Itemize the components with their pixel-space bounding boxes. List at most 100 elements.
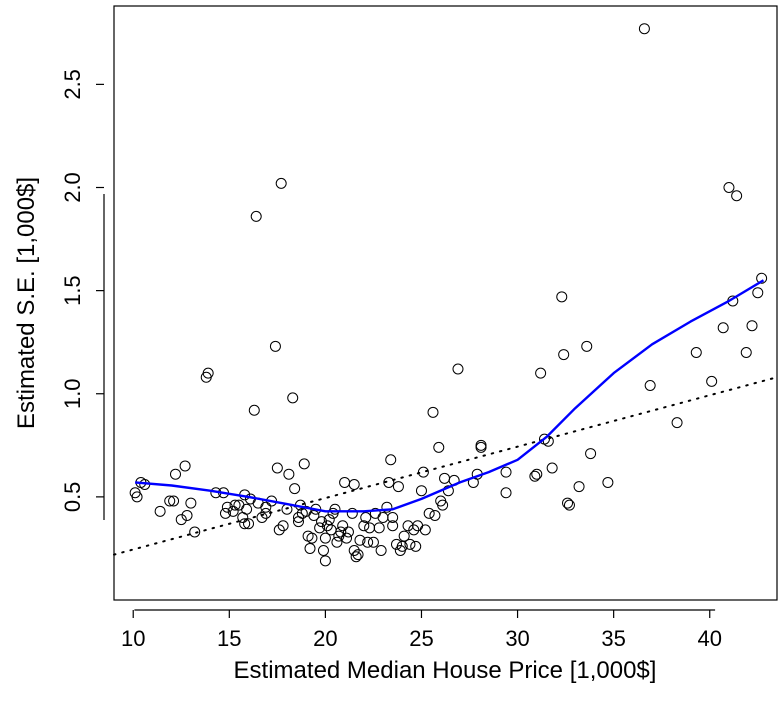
data-point	[269, 340, 281, 352]
data-point	[375, 545, 387, 556]
y-tick-label: 1.0	[60, 378, 85, 409]
data-point	[350, 551, 362, 563]
data-point	[289, 483, 301, 495]
data-point	[273, 524, 285, 536]
data-point	[260, 501, 272, 513]
y-axis-title: Estimated S.E. [1,000$]	[13, 177, 40, 429]
data-point	[390, 538, 402, 550]
data-points-layer	[129, 23, 768, 567]
data-point	[419, 524, 431, 536]
data-point	[381, 501, 393, 513]
data-point	[306, 532, 318, 544]
data-point	[500, 487, 512, 499]
data-point	[410, 540, 422, 552]
data-point	[323, 514, 335, 526]
data-point	[360, 512, 372, 523]
data-point	[398, 530, 410, 542]
data-point	[562, 497, 574, 509]
x-tick-label: 30	[505, 626, 529, 651]
data-point	[475, 441, 487, 453]
data-point	[423, 507, 435, 519]
data-point	[563, 499, 575, 511]
data-point	[740, 347, 752, 358]
data-point	[387, 520, 399, 532]
data-point	[383, 476, 395, 488]
data-point	[175, 514, 187, 526]
data-point	[314, 522, 326, 534]
data-point	[319, 532, 331, 544]
data-point	[723, 182, 735, 193]
data-point	[387, 512, 399, 523]
data-point	[341, 532, 353, 544]
data-point	[717, 322, 729, 334]
data-point	[348, 479, 360, 490]
data-point	[364, 522, 376, 534]
data-point	[427, 406, 439, 418]
y-tick-label: 2.0	[60, 172, 85, 203]
data-point	[260, 507, 272, 519]
data-point	[179, 460, 191, 472]
data-point	[354, 534, 366, 546]
data-point	[221, 501, 233, 513]
data-point	[408, 524, 420, 536]
data-point	[500, 466, 512, 478]
data-point	[558, 349, 570, 361]
data-point	[189, 526, 201, 538]
data-point	[256, 512, 268, 523]
data-point	[342, 526, 354, 538]
data-point	[573, 481, 585, 493]
data-point	[229, 499, 241, 511]
data-point	[581, 340, 593, 352]
data-point	[373, 522, 385, 534]
data-point	[756, 272, 768, 284]
smooth-fit-line	[134, 279, 765, 513]
x-axis: 10 15 20 25 30 35 40	[121, 609, 722, 651]
smooth-fit-line-layer	[134, 279, 765, 513]
data-point	[248, 404, 260, 416]
y-tick-label: 0.5	[60, 482, 85, 513]
data-point	[638, 23, 650, 35]
data-point	[404, 538, 416, 550]
dotted-reference-line	[113, 376, 778, 556]
data-point	[319, 555, 331, 567]
data-point	[275, 177, 287, 189]
data-point	[377, 512, 389, 523]
data-point	[358, 520, 370, 532]
data-point	[752, 287, 764, 299]
data-point	[164, 495, 176, 507]
data-point	[367, 536, 379, 548]
data-point	[546, 462, 558, 474]
data-point	[239, 518, 251, 530]
data-point	[346, 507, 358, 519]
data-point	[339, 476, 351, 488]
x-tick-label: 40	[697, 626, 721, 651]
data-point	[475, 439, 487, 451]
data-point	[250, 210, 262, 222]
data-point	[185, 497, 197, 509]
data-point	[531, 468, 543, 480]
data-point	[331, 536, 343, 548]
data-point	[392, 481, 404, 493]
y-tick-label: 2.5	[60, 69, 85, 100]
y-axis: 0.5 1.0 1.5 2.0 2.5	[60, 69, 105, 520]
data-point	[219, 507, 231, 519]
data-point	[415, 485, 427, 497]
data-point	[304, 542, 316, 554]
data-point	[671, 417, 683, 429]
data-point	[348, 545, 360, 556]
data-point	[302, 530, 314, 542]
data-point	[535, 367, 547, 379]
data-point	[429, 509, 441, 521]
data-point	[241, 503, 253, 515]
data-point	[706, 375, 718, 387]
y-tick-label: 1.5	[60, 275, 85, 306]
data-point	[746, 320, 758, 332]
data-point	[396, 540, 408, 552]
dotted-reference-line-layer	[113, 376, 778, 556]
data-point	[131, 491, 143, 503]
data-point	[168, 495, 180, 507]
data-point	[283, 468, 295, 480]
data-point	[731, 190, 743, 202]
data-point	[227, 505, 239, 517]
data-point	[271, 462, 283, 474]
